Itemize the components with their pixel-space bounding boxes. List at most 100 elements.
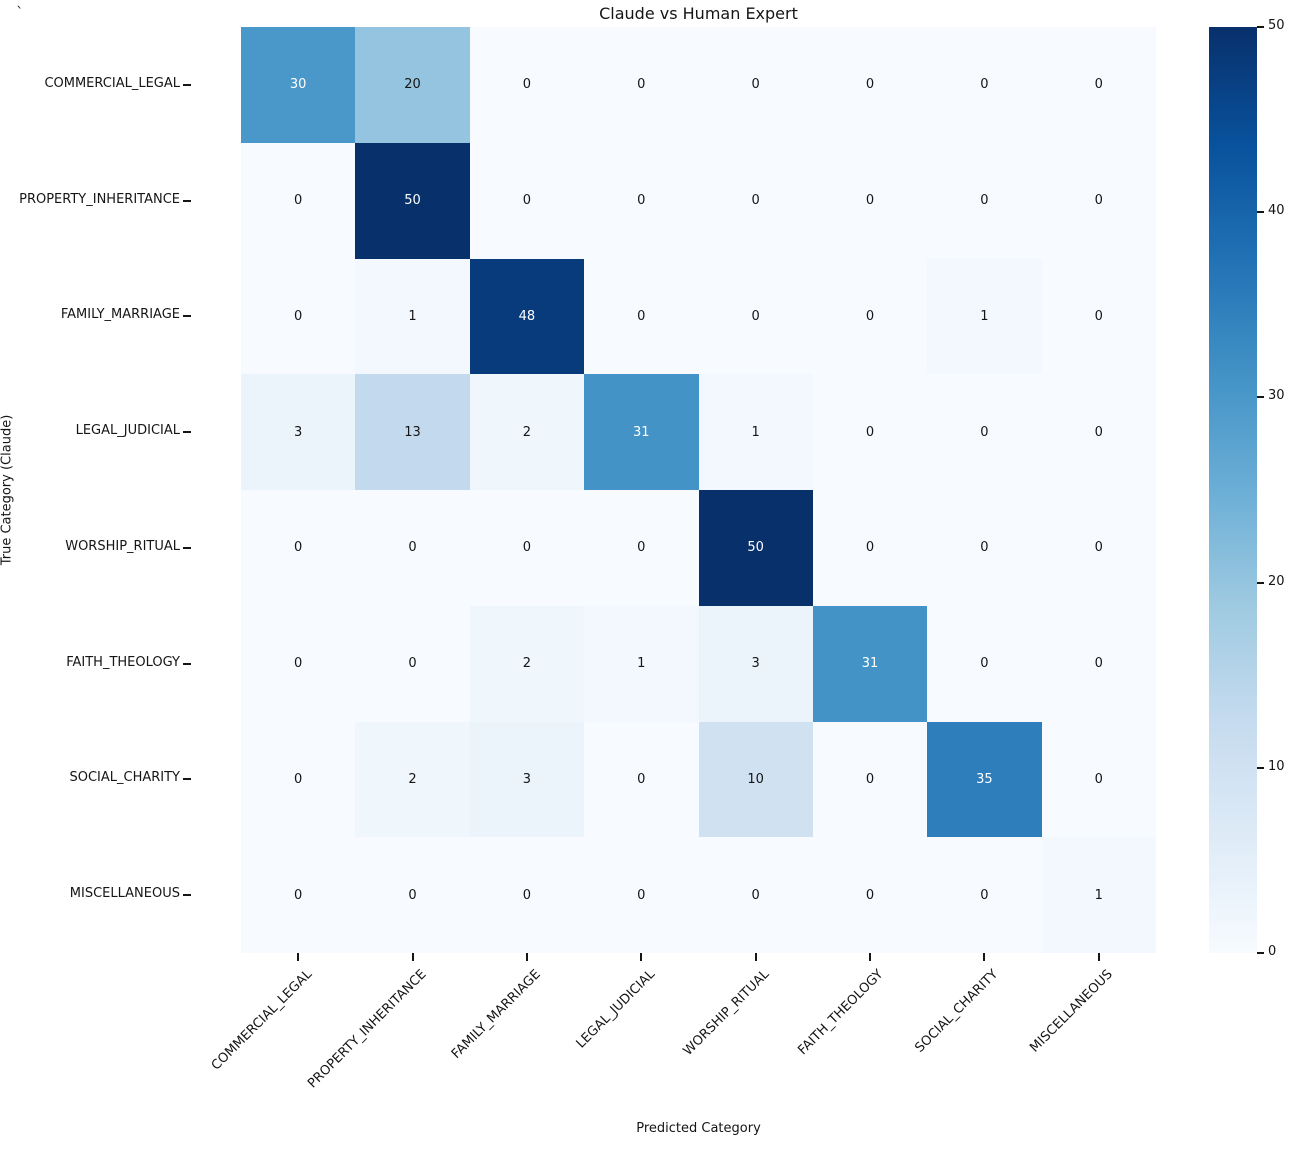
cell-value: 0	[637, 308, 646, 324]
y-tick-label: FAITH_THEOLOGY	[66, 654, 180, 670]
cell-value: 0	[980, 424, 989, 440]
cell-value: 2	[522, 656, 532, 672]
x-tick-mark	[869, 953, 872, 961]
heatmap-cell: 0	[355, 490, 470, 606]
cell-value: 0	[637, 193, 646, 209]
heatmap-cell: 0	[812, 837, 928, 953]
x-tick-mark	[411, 953, 414, 961]
heatmap-cell: 1	[584, 605, 699, 722]
heatmap-cell: 1	[698, 374, 813, 490]
cell-value: 0	[408, 656, 417, 672]
heatmap-cell: 0	[584, 721, 699, 838]
cell-value: 0	[294, 193, 303, 209]
heatmap-cell: 0	[241, 837, 356, 953]
cell-value: 1	[980, 308, 989, 324]
x-tick-mark	[754, 953, 757, 961]
colorbar-tick-label: 40	[1268, 203, 1285, 219]
x-tick-label: FAITH_THEOLOGY	[795, 967, 887, 1059]
heatmap-cell: 3	[469, 721, 585, 838]
cell-value: 3	[294, 424, 303, 440]
cell-value: 0	[1094, 308, 1103, 324]
cell-value: 0	[1094, 193, 1103, 209]
x-tick-mark	[1097, 953, 1100, 961]
colorbar-tick-label: 30	[1268, 388, 1285, 404]
y-tick-mark	[183, 778, 191, 781]
heatmap-cell: 0	[1041, 490, 1156, 606]
cell-value: 0	[865, 887, 875, 903]
heatmap-cell: 0	[584, 142, 699, 259]
cell-value: 0	[865, 540, 875, 556]
heatmap-cell: 35	[927, 721, 1042, 838]
heatmap-cell: 31	[812, 605, 928, 722]
cell-value: 0	[980, 887, 989, 903]
heatmap-cell: 3	[698, 605, 813, 722]
colorbar-tick-label: 50	[1268, 18, 1285, 33]
cell-value: 1	[751, 424, 760, 440]
cell-value: 0	[980, 656, 989, 672]
cell-value: 0	[637, 540, 646, 556]
heatmap-cell: 0	[469, 27, 585, 143]
colorbar-tick-label: 0	[1268, 944, 1277, 959]
heatmap-cell: 0	[927, 837, 1042, 953]
x-tick-mark	[640, 953, 643, 961]
x-tick-mark	[297, 953, 300, 961]
cell-value: 2	[408, 771, 417, 787]
cell-value: 0	[865, 771, 875, 787]
heatmap-cell: 13	[355, 374, 470, 490]
heatmap-cell: 0	[584, 837, 699, 953]
x-tick-label: PROPERTY_INHERITANCE	[304, 967, 430, 1092]
y-axis-title-text: True Category (Claude)	[0, 414, 15, 566]
heatmap-cell: 0	[241, 142, 356, 259]
cell-value: 10	[747, 771, 764, 787]
cell-value: 1	[637, 656, 646, 672]
heatmap-cell: 0	[812, 258, 928, 375]
x-tick-label: SOCIAL_CHARITY	[912, 967, 1002, 1056]
y-tick-label: FAMILY_MARRIAGE	[60, 307, 180, 323]
cell-value: 0	[522, 540, 532, 556]
cell-value: 0	[865, 77, 875, 93]
heatmap-cell: 0	[584, 27, 699, 143]
cell-value: 0	[294, 656, 303, 672]
y-tick-mark	[183, 546, 191, 549]
heatmap-cell: 0	[469, 490, 585, 606]
y-tick-mark	[183, 894, 191, 897]
x-axis-title: Predicted Category	[636, 1121, 761, 1136]
heatmap-cell: 2	[355, 721, 470, 838]
heatmap-cell: 0	[469, 837, 585, 953]
cell-value: 0	[408, 887, 417, 903]
cell-value: 0	[1094, 77, 1103, 93]
heatmap-cell: 0	[469, 142, 585, 259]
y-tick-label: COMMERCIAL_LEGAL	[44, 75, 180, 91]
heatmap-cell: 48	[469, 258, 585, 375]
cell-value: 0	[865, 193, 875, 209]
cell-value: 1	[1094, 887, 1103, 903]
heatmap-cell: 1	[927, 258, 1042, 375]
colorbar-tick-label: 20	[1268, 573, 1285, 589]
y-tick-mark	[183, 315, 191, 318]
cell-value: 0	[637, 887, 646, 903]
heatmap-cell: 0	[1041, 605, 1156, 722]
cell-value: 0	[294, 308, 303, 324]
y-tick-label: LEGAL_JUDICIAL	[75, 423, 180, 439]
y-tick-label: MISCELLANEOUS	[69, 886, 180, 902]
x-tick-mark	[525, 953, 528, 961]
heatmap-cell: 2	[469, 605, 585, 722]
y-tick-label: WORSHIP_RITUAL	[65, 538, 180, 554]
heatmap-cell: 0	[241, 605, 356, 722]
heatmap-cell: 3	[241, 374, 356, 490]
cell-value: 0	[294, 887, 303, 903]
heatmap-cell: 0	[584, 258, 699, 375]
cell-value: 20	[404, 77, 421, 93]
cell-value: 0	[522, 193, 532, 209]
cell-value: 0	[1094, 771, 1103, 787]
cell-value: 31	[633, 424, 650, 440]
cell-value: 0	[408, 540, 417, 556]
chart-title: Claude vs Human Expert	[599, 4, 798, 23]
stray-backtick-mark: `	[16, 4, 24, 22]
cell-value: 2	[522, 424, 532, 440]
cell-value: 3	[751, 656, 760, 672]
cell-value: 0	[1094, 540, 1103, 556]
heatmap-cell: 0	[1041, 721, 1156, 838]
heatmap-plot-area: 30 20 0 0 0 0 0 0 0 50 0 0 0 0 0 0 0 1 48 0 0 0 1 0 3 13 2 31 1 0 0 0 0 0…	[241, 27, 1156, 953]
